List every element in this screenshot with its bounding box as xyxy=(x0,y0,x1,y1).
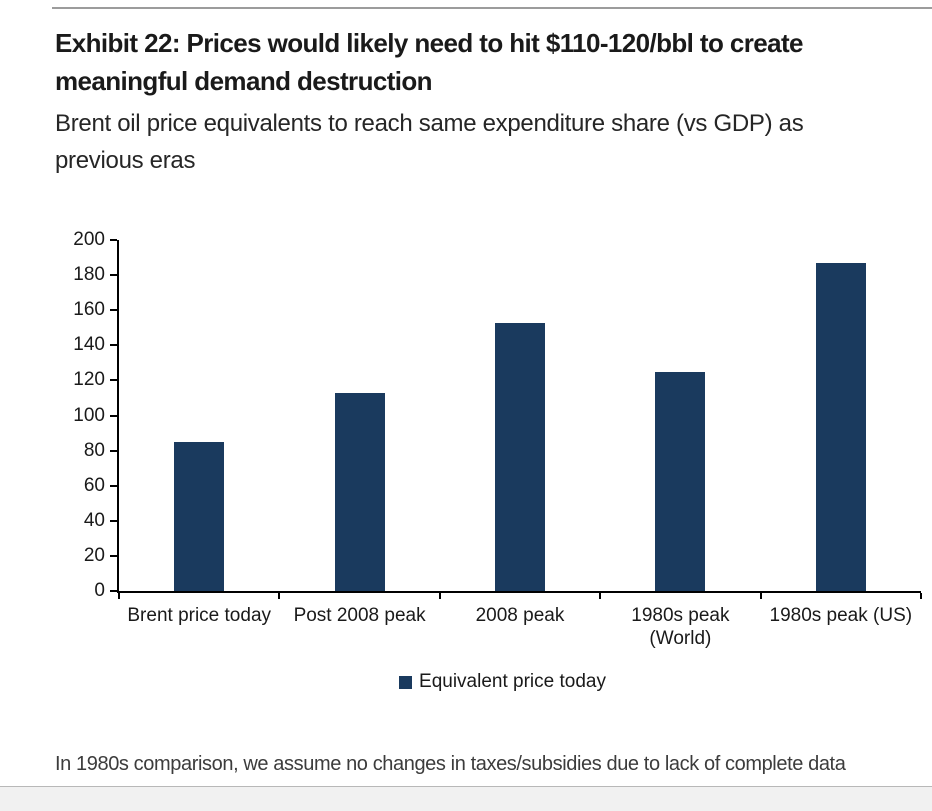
x-axis-category-label: 1980s peak (World) xyxy=(600,604,760,650)
bar xyxy=(815,262,866,591)
bar xyxy=(174,441,225,591)
chart-legend: Equivalent price today xyxy=(100,669,905,695)
y-axis-label: 0 xyxy=(94,580,105,601)
text-line: (World) xyxy=(649,628,712,649)
footnote-text: In 1980s comparison, we assume no change… xyxy=(55,753,846,775)
y-axis-tick xyxy=(110,590,117,592)
plot-area: 0 20 40 60 80 100 120 140 160 180 200 Brent price t… xyxy=(73,229,922,649)
bar xyxy=(655,371,706,591)
y-axis-label: 40 xyxy=(83,509,105,531)
text-line: 2008 peak xyxy=(475,605,565,626)
x-axis-tick xyxy=(599,593,602,599)
y-axis-tick xyxy=(110,414,117,417)
x-axis-category-label: Brent price today xyxy=(119,604,279,627)
text-line: Exhibit 22: Prices would likely need to … xyxy=(55,28,804,58)
y-axis-tick xyxy=(110,239,117,241)
y-axis-tick xyxy=(110,379,117,382)
y-axis-label: 180 xyxy=(73,264,105,286)
x-axis-tick xyxy=(438,593,441,599)
y-axis-label: 200 xyxy=(73,229,105,250)
y-axis-tick xyxy=(110,554,117,557)
y-axis-label: 120 xyxy=(73,369,105,391)
bar xyxy=(495,322,545,591)
y-axis-label: 100 xyxy=(73,404,105,426)
y-axis-label: 60 xyxy=(83,474,105,496)
x-axis-tick xyxy=(278,593,281,599)
text-line: 1980s peak xyxy=(631,605,730,626)
x-axis-category-label: 1980s peak (US) xyxy=(761,604,921,627)
exhibit-header: Exhibit 22: Prices would likely need to … xyxy=(55,24,915,179)
text-line: Brent oil price equivalents to reach sam… xyxy=(55,110,804,137)
y-axis-tick xyxy=(110,274,117,277)
text-line: Brent price today xyxy=(127,605,272,626)
text-line: Post 2008 peak xyxy=(293,605,426,626)
y-axis-tick xyxy=(110,484,117,487)
y-axis-label: 160 xyxy=(73,299,105,321)
x-axis-category-label: Post 2008 peak xyxy=(279,604,439,627)
text-line: 1980s peak (US) xyxy=(769,605,913,626)
y-axis-tick xyxy=(110,344,117,347)
y-axis-label: 20 xyxy=(83,544,105,566)
x-axis-tick xyxy=(920,593,922,599)
y-axis-label: 140 xyxy=(73,334,105,356)
legend-swatch-icon xyxy=(399,675,413,689)
x-axis-tick xyxy=(118,593,120,599)
bar xyxy=(334,392,385,591)
legend-label: Equivalent price today xyxy=(419,671,606,692)
y-axis-label: 80 xyxy=(83,439,105,461)
x-axis-tick xyxy=(759,593,762,599)
y-axis-tick xyxy=(110,519,117,522)
exhibit-title: Exhibit 22: Prices would likely need to … xyxy=(55,24,915,100)
bottom-band xyxy=(0,787,932,811)
top-divider xyxy=(52,7,932,9)
x-axis-category-label: 2008 peak xyxy=(440,604,600,627)
exhibit-subtitle: Brent oil price equivalents to reach sam… xyxy=(55,105,915,179)
y-axis-tick xyxy=(110,449,117,452)
text-line: previous eras xyxy=(55,147,196,174)
text-line: meaningful demand destruction xyxy=(55,66,433,96)
bottom-divider xyxy=(0,786,932,787)
y-axis-tick xyxy=(110,309,117,312)
